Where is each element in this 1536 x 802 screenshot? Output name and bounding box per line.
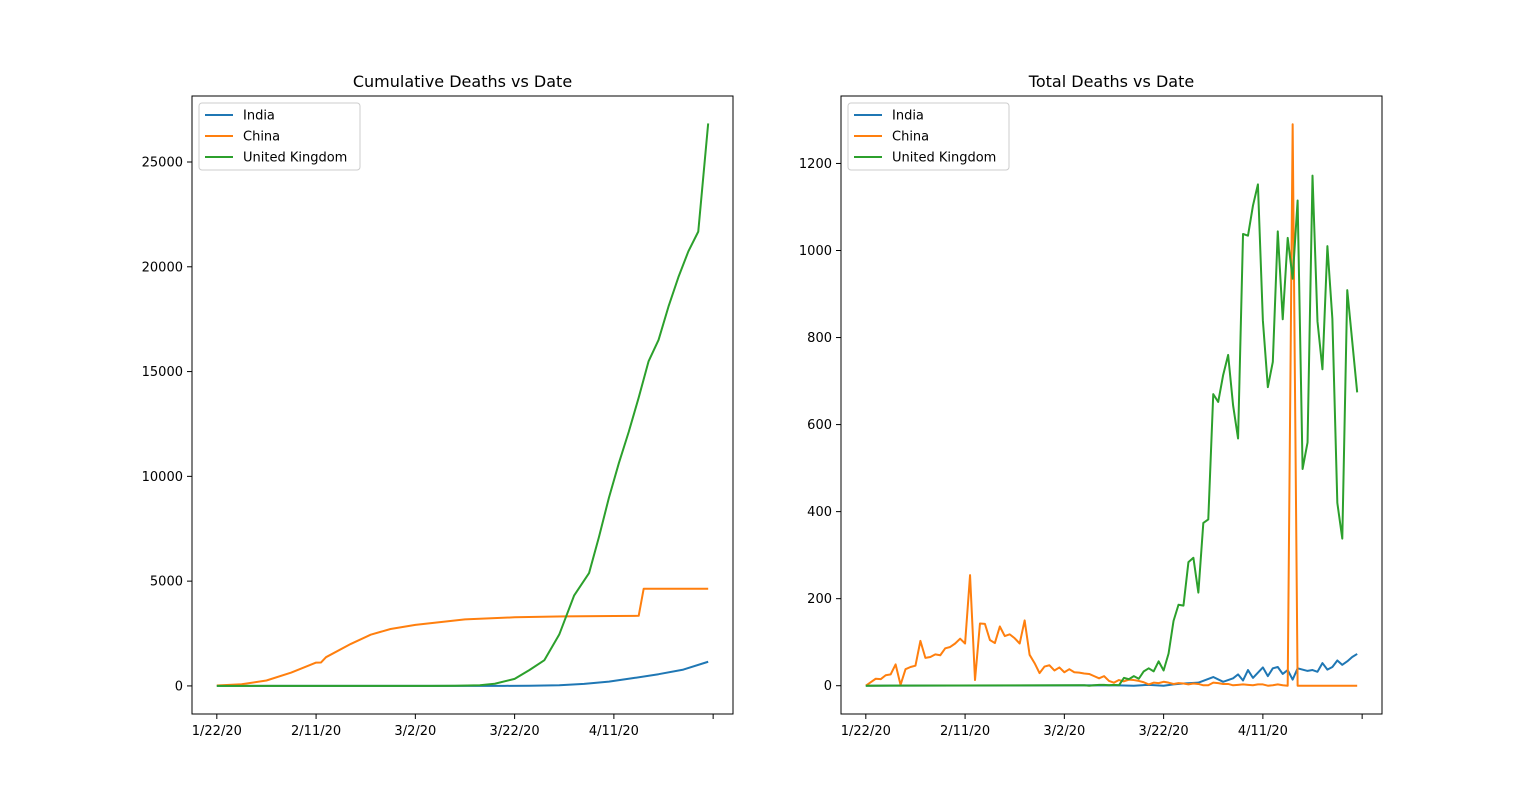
cumulative-legend: India China United Kingdom: [198, 102, 361, 171]
total-legend-label: India: [892, 109, 924, 124]
cumulative-axes-frame: [191, 95, 734, 715]
cumulative-series-china: [216, 587, 709, 687]
cumulative-x-tick-label: 4/11/20: [589, 724, 639, 739]
total-y-tick-label: 1200: [799, 157, 832, 172]
cumulative-legend-label: United Kingdom: [243, 151, 347, 166]
total-x-tick-label: 1/22/20: [841, 724, 891, 739]
total-y-tick-label: 200: [807, 592, 832, 607]
total-y-tick-label: 600: [807, 418, 832, 433]
cumulative-y-tick-label: 15000: [142, 365, 183, 380]
total-axes-frame: [840, 95, 1383, 715]
total-legend-label: United Kingdom: [892, 151, 996, 166]
total-deaths-panel: Total Deaths vs Date 1/22/20 2/11/20 3/2/20…: [799, 72, 1383, 739]
cumulative-legend-label: China: [243, 130, 280, 145]
cumulative-y-tick-label: 5000: [150, 575, 183, 590]
total-y-tick-label: 1000: [799, 244, 832, 259]
total-legend-label: China: [892, 130, 929, 145]
cumulative-x-tick-label: 3/2/20: [394, 724, 436, 739]
total-x-tick-label: 3/22/20: [1139, 724, 1189, 739]
total-chart-title: Total Deaths vs Date: [1028, 72, 1194, 91]
cumulative-legend-box: [198, 102, 361, 171]
total-legend-box: [847, 102, 1010, 171]
cumulative-y-tick-label: 20000: [142, 260, 183, 275]
total-legend: India China United Kingdom: [847, 102, 1010, 171]
total-x-tick-label: 3/2/20: [1043, 724, 1085, 739]
cumulative-x-tick-label: 2/11/20: [291, 724, 341, 739]
total-series-united-kingdom: [865, 174, 1359, 687]
cumulative-chart-title: Cumulative Deaths vs Date: [353, 72, 572, 91]
total-series-china: [865, 123, 1358, 687]
cumulative-x-tick-label: 1/22/20: [192, 724, 242, 739]
cumulative-y-tick-label: 0: [175, 679, 183, 694]
cumulative-y-tick-label: 25000: [142, 156, 183, 171]
cumulative-deaths-panel: Cumulative Deaths vs Date 1/22/20 2/11/20 3…: [142, 72, 734, 739]
total-x-tick-label: 4/11/20: [1238, 724, 1288, 739]
cumulative-x-tick-label: 3/22/20: [490, 724, 540, 739]
total-y-tick-label: 800: [807, 331, 832, 346]
cumulative-y-tick-label: 10000: [142, 470, 183, 485]
total-y-tick-label: 0: [824, 679, 832, 694]
total-x-tick-label: 2/11/20: [940, 724, 990, 739]
cumulative-series-united-kingdom: [216, 123, 710, 687]
cumulative-legend-label: India: [243, 109, 275, 124]
total-y-tick-label: 400: [807, 505, 832, 520]
